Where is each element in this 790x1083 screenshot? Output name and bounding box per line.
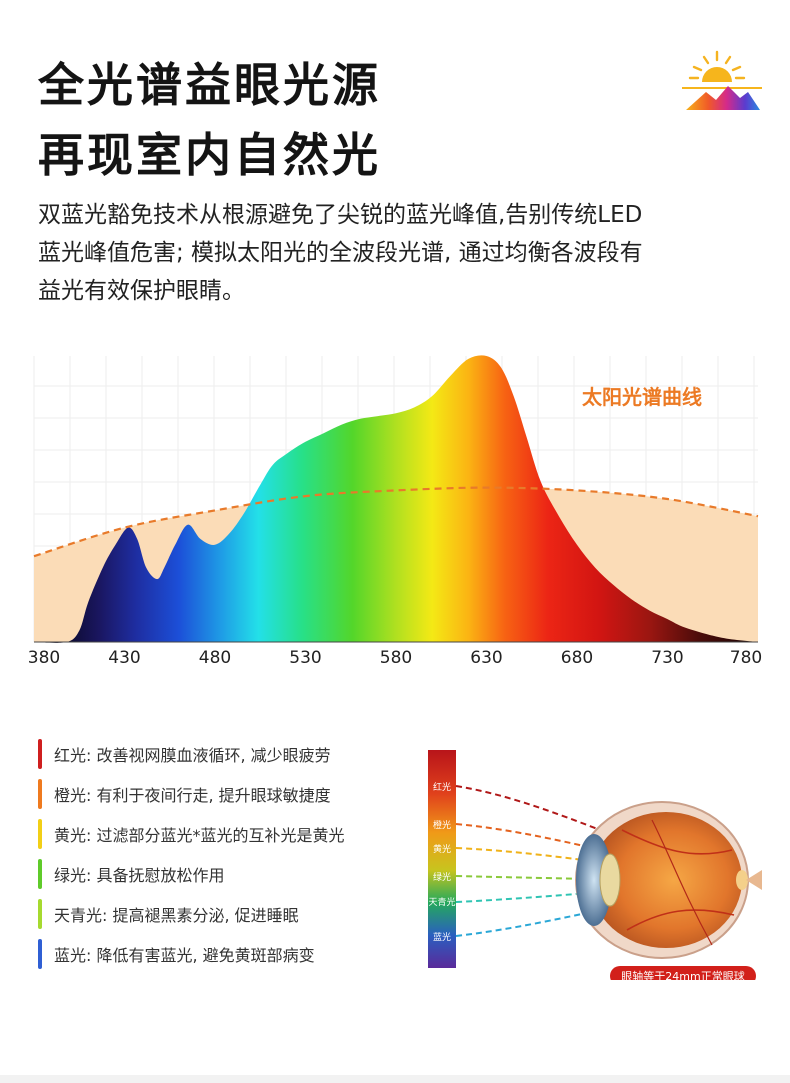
x-tick-label: 530 [289, 648, 321, 668]
legend-text: 绿光: 具备抚慰放松作用 [54, 866, 225, 885]
legend-text: 蓝光: 降低有害蓝光, 避免黄斑部病变 [54, 946, 315, 965]
description-line-3: 益光有效保护眼睛。 [38, 278, 245, 304]
band-label-orange: 橙光 [433, 819, 451, 831]
eye-caption-text: 眼轴等于24mm正常眼球 [621, 969, 744, 980]
spectrum-band-column [428, 750, 456, 968]
legend-item-blue: 蓝光: 降低有害蓝光, 避免黄斑部病变 [38, 934, 344, 974]
legend-color-bar [38, 939, 42, 969]
legend-color-bar [38, 859, 42, 889]
x-tick-label: 380 [28, 648, 60, 668]
x-tick-label: 580 [380, 648, 412, 668]
legend-color-bar [38, 819, 42, 849]
x-tick-label: 480 [199, 648, 231, 668]
band-label-green: 绿光 [433, 871, 451, 883]
ray-cyan [455, 881, 743, 903]
x-tick-label: 680 [561, 648, 593, 668]
legend-item-cyan: 天青光: 提高褪黑素分泌, 促进睡眠 [38, 894, 344, 934]
band-label-yellow: 黄光 [433, 843, 451, 855]
spectrum-chart: 太阳光谱曲线 380 430 480 530 580 630 680 730 780 [28, 355, 762, 668]
description-line-1: 双蓝光豁免技术从根源避免了尖锐的蓝光峰值,告别传统LED [38, 202, 643, 228]
legend-item-green: 绿光: 具备抚慰放松作用 [38, 854, 344, 894]
eye-caption-badge [610, 966, 756, 980]
eye-diagram: 红光 橙光 黄光 绿光 天青光 蓝光 [428, 750, 762, 980]
ray-green [455, 875, 743, 881]
x-tick-label: 630 [470, 648, 502, 668]
eyeball-cross-section-icon [575, 801, 762, 959]
page-title-line-2: 再现室内自然光 [38, 128, 381, 182]
band-label-blue: 蓝光 [433, 931, 451, 943]
x-tick-labels: 380 430 480 530 580 630 680 730 780 [28, 648, 762, 668]
band-label-red: 红光 [433, 781, 451, 793]
spectrum-chart-panel: 太阳光谱曲线 380 430 480 530 580 630 680 730 780 [22, 326, 770, 686]
legend-item-orange: 橙光: 有利于夜间行走, 提升眼球敏捷度 [38, 774, 344, 814]
legend-text: 红光: 改善视网膜血液循环, 减少眼疲劳 [54, 746, 331, 765]
full-spectrum-area [34, 355, 758, 643]
legend-color-bar [38, 739, 42, 769]
legend-color-bar [38, 899, 42, 929]
legend-text: 橙光: 有利于夜间行走, 提升眼球敏捷度 [54, 786, 331, 805]
legend-item-yellow: 黄光: 过滤部分蓝光*蓝光的互补光是黄光 [38, 814, 344, 854]
page-title-line-1: 全光谱益眼光源 [38, 58, 381, 112]
x-tick-label: 780 [730, 648, 762, 668]
sun-mountain-logo-icon [682, 50, 762, 110]
light-legend-list: 红光: 改善视网膜血液循环, 减少眼疲劳 橙光: 有利于夜间行走, 提升眼球敏捷… [38, 734, 344, 974]
legend-item-red: 红光: 改善视网膜血液循环, 减少眼疲劳 [38, 734, 344, 774]
legend-text: 黄光: 过滤部分蓝光*蓝光的互补光是黄光 [54, 826, 345, 845]
legend-text: 天青光: 提高褪黑素分泌, 促进睡眠 [54, 906, 299, 925]
sun-spectrum-curve [33, 486, 759, 558]
description: 双蓝光豁免技术从根源避免了尖锐的蓝光峰值,告别传统LED 蓝光峰值危害; 模拟太… [38, 196, 758, 310]
bottom-strip [0, 1075, 790, 1083]
light-legend-panel: 红光: 改善视网膜血液循环, 减少眼疲劳 橙光: 有利于夜间行走, 提升眼球敏捷… [22, 720, 770, 1010]
legend-color-bar [38, 779, 42, 809]
x-tick-label: 430 [108, 648, 140, 668]
sun-curve-label: 太阳光谱曲线 [582, 385, 702, 409]
x-tick-label: 730 [651, 648, 683, 668]
band-label-cyan: 天青光 [428, 896, 455, 908]
description-line-2: 蓝光峰值危害; 模拟太阳光的全波段光谱, 通过均衡各波段有 [38, 240, 643, 266]
